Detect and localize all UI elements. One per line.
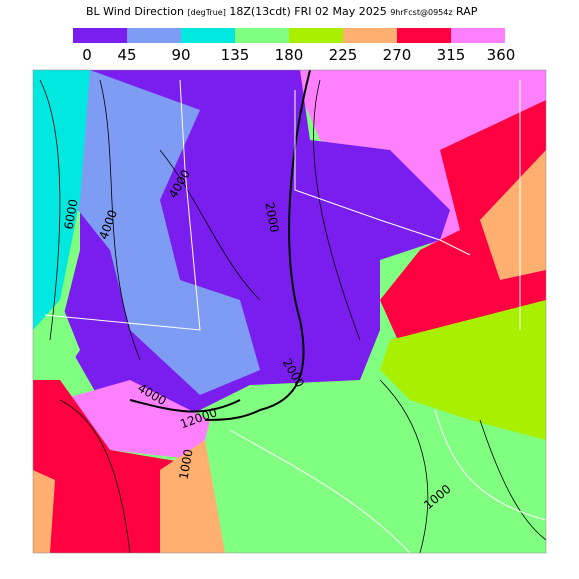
contour-label: 2000 [262,201,281,234]
title-text: BL Wind Direction [86,5,184,18]
colorbar-label: 45 [117,46,136,64]
colorbar-label: 315 [437,46,466,64]
region-180-225 [380,300,546,440]
colorbar-segment [343,28,397,43]
colorbar-segment [181,28,235,43]
region-225-270-sw [160,440,225,553]
colorbar-segment [127,28,181,43]
region-225-270 [480,150,546,280]
colorbar: 0 45 90 135 180 225 270 315 360 [73,28,515,64]
colorbar-segment [451,28,505,43]
colorbar-label: 225 [329,46,358,64]
colorbar-segment [289,28,343,43]
contour-label: 6000 [62,198,81,231]
colorbar-label: 0 [82,46,92,64]
colorbar-label: 360 [487,46,516,64]
forecast-info: 9hrFcst@0954z [390,8,452,17]
region-270-315 [380,100,546,345]
valid-time: 18Z(13cdt) FRI 02 May 2025 [229,5,386,18]
colorbar-label: 180 [275,46,304,64]
units: [degTrue] [188,8,226,17]
colorbar-label: 90 [171,46,190,64]
colorbar-segment [73,28,127,43]
colorbar-segment [235,28,289,43]
map-frame [32,69,547,554]
region-135-180-west [33,300,80,380]
map [32,69,547,554]
contour-label: 1000 [177,448,196,481]
region-90-135 [33,70,90,330]
colorbar-segment [397,28,451,43]
region-225-270-corner [33,470,55,553]
map-title: BL Wind Direction [degTrue] 18Z(13cdt) F… [86,5,478,18]
colorbar-label: 270 [383,46,412,64]
region-315-360-sw [60,380,210,460]
region-45-90 [70,70,260,395]
region-270-315-sw [33,380,200,553]
colorbar-label: 135 [221,46,250,64]
model-name: RAP [456,5,478,18]
